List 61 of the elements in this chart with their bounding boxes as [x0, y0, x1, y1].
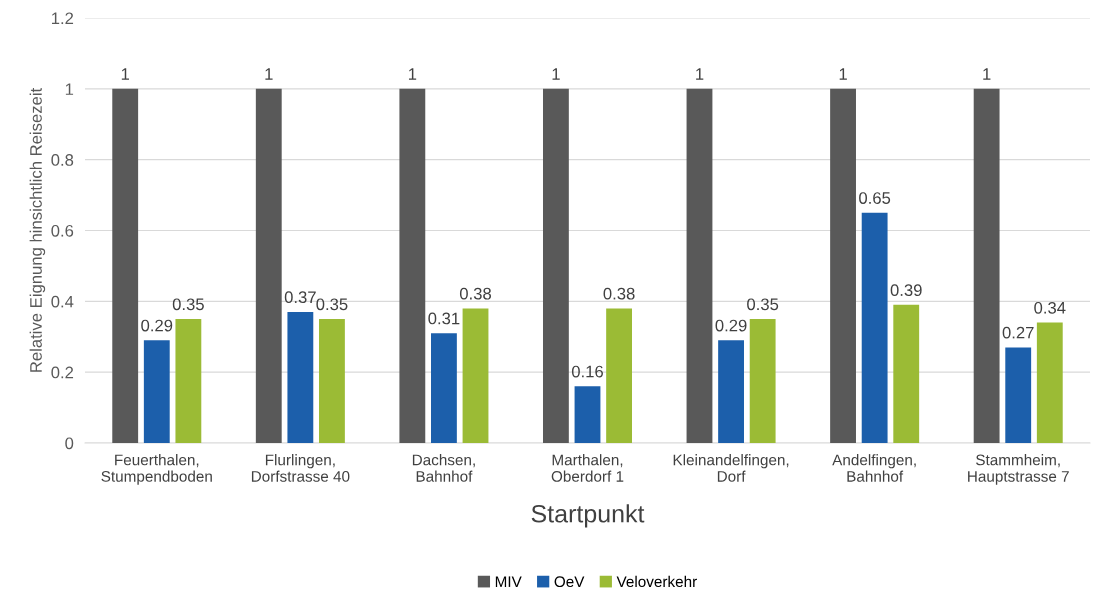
legend-label: MIV — [495, 576, 522, 587]
bar — [542, 88, 569, 443]
y-tick-label: 0 — [65, 437, 74, 450]
data-label: 1 — [121, 68, 130, 80]
data-label: 0.65 — [859, 192, 891, 204]
data-label: 0.35 — [316, 298, 348, 311]
data-label: 1 — [408, 68, 417, 80]
data-label: 0.39 — [890, 284, 922, 297]
data-label: 1 — [839, 68, 847, 80]
bar — [861, 212, 888, 443]
y-tick-label: 0.6 — [51, 224, 74, 237]
bar — [399, 88, 426, 443]
legend-label: Veloverkehr — [616, 575, 697, 588]
x-tick-label: Kleinandelfingen, Dorf — [673, 454, 789, 482]
bar — [574, 386, 601, 443]
data-label: 0.34 — [1034, 301, 1066, 314]
data-label: 0.16 — [571, 365, 603, 378]
data-label: 0.38 — [459, 287, 492, 300]
data-label: 0.27 — [1002, 326, 1034, 339]
bar — [112, 88, 139, 443]
data-label: 0.35 — [747, 298, 779, 311]
bar — [431, 333, 457, 443]
x-tick-label: Stammheim, Hauptstrasse 7 — [968, 454, 1069, 485]
bar — [1036, 322, 1063, 443]
bar — [462, 308, 489, 443]
data-label: 0.31 — [428, 312, 460, 325]
bar — [973, 88, 1000, 443]
x-tick-label: Dachsen, Bahnhof — [412, 454, 475, 482]
x-axis-title: Startpunkt — [531, 504, 645, 528]
data-label: 1 — [696, 68, 704, 80]
bar — [175, 319, 202, 443]
data-label: 0.35 — [172, 298, 204, 311]
data-label: 0.38 — [603, 287, 635, 300]
bar — [686, 88, 713, 443]
bar — [319, 319, 345, 443]
bar — [255, 88, 282, 443]
bar — [287, 311, 314, 443]
bar — [718, 340, 744, 443]
x-tick-label: Flurlingen, Dorfstrasse 40 — [251, 454, 350, 482]
bar — [606, 308, 633, 443]
data-label: 0.29 — [141, 319, 173, 332]
bar — [749, 319, 776, 443]
x-tick-label: Andelfingen, Bahnhof — [832, 454, 916, 482]
data-label: 1 — [265, 68, 273, 80]
y-tick-label: 1.2 — [51, 12, 74, 25]
bar — [830, 88, 856, 443]
data-label: 1 — [552, 68, 560, 80]
data-label: 0.29 — [715, 319, 747, 332]
bar — [893, 304, 920, 443]
legend-label: OeV — [554, 576, 585, 588]
y-tick-label: 0.4 — [51, 295, 74, 308]
data-label: 1 — [983, 68, 991, 80]
x-tick-label: Marthalen, Oberdorf 1 — [551, 454, 624, 482]
y-axis-title: Relative Eignung hinsichtlich Reisezeit — [29, 87, 46, 372]
x-tick-label: Feuerthalen, Stumpendboden — [101, 454, 212, 485]
bar — [1005, 347, 1032, 443]
y-tick-label: 1 — [65, 83, 74, 95]
y-tick-label: 0.2 — [51, 366, 74, 379]
bar — [143, 340, 170, 443]
y-tick-label: 0.8 — [51, 154, 74, 166]
data-label: 0.37 — [284, 291, 316, 304]
